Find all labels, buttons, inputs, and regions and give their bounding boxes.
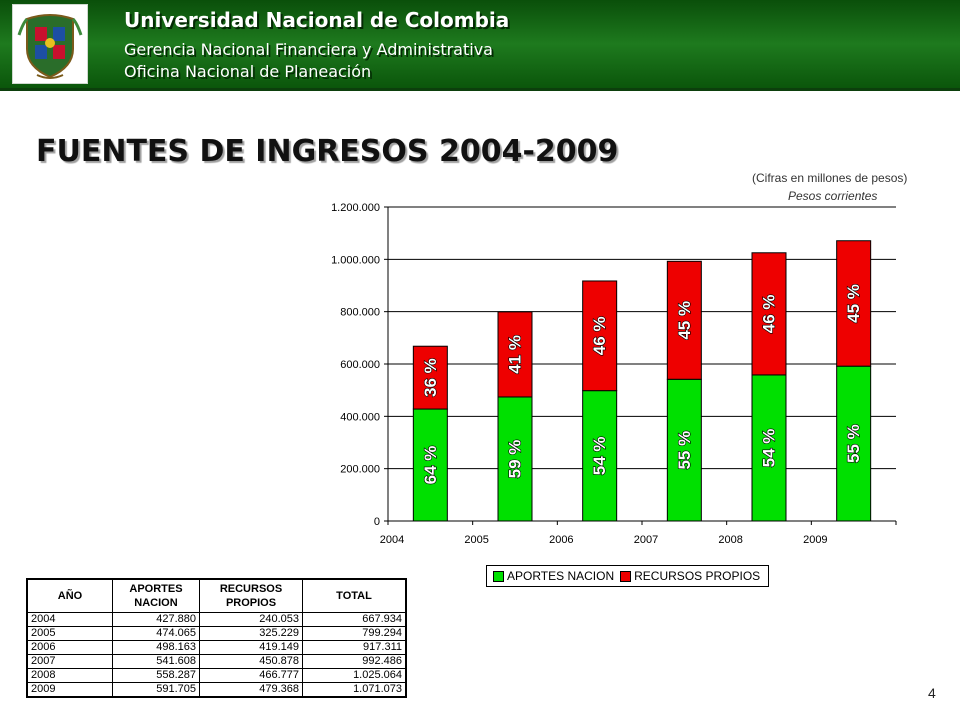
table-row: 2009 591.705 479.368 1.071.073	[26, 682, 407, 698]
data-label-recursos: 41 %	[506, 335, 525, 374]
x-tick-label: 2005	[464, 534, 488, 546]
data-label-recursos: 46 %	[590, 316, 609, 355]
chart-legend: APORTES NACION RECURSOS PROPIOS	[486, 565, 770, 587]
bar-recursos	[582, 280, 618, 392]
cell-year: 2005	[26, 626, 113, 641]
header-bar	[0, 0, 960, 88]
x-tick-label: 2004	[380, 534, 404, 546]
cell-aportes: 474.065	[112, 626, 200, 641]
data-label-aportes: 55 %	[675, 431, 694, 470]
col-header-recursos: RECURSOS PROPIOS	[199, 578, 303, 613]
header-title: Universidad Nacional de Colombia	[124, 8, 510, 32]
y-tick-label: 800.000	[340, 307, 380, 319]
legend-swatch-recursos	[620, 570, 632, 582]
data-label-recursos: 36 %	[421, 358, 440, 397]
y-tick-label: 200.000	[340, 464, 380, 476]
y-tick-label: 1.200.000	[331, 202, 380, 214]
x-tick-label: 2009	[803, 534, 827, 546]
cell-total: 1.071.073	[302, 682, 407, 698]
bar-aportes	[582, 390, 618, 522]
y-tick-label: 1.000.000	[331, 254, 380, 266]
cell-total: 799.294	[302, 626, 407, 641]
income-data-table: AÑO APORTES NACION RECURSOS PROPIOS TOTA…	[26, 578, 407, 698]
bar-recursos	[497, 311, 533, 398]
page-number: 4	[928, 685, 936, 701]
legend-swatch-aportes	[493, 570, 504, 582]
table-row: 2006 498.163 419.149 917.311	[26, 640, 407, 655]
bar-aportes	[412, 408, 448, 522]
prices-note: Pesos corrientes	[788, 189, 878, 203]
col-header-aportes: APORTES NACION	[112, 578, 200, 613]
data-label-recursos: 45 %	[844, 284, 863, 323]
data-label-aportes: 54 %	[760, 429, 779, 468]
legend-label-recursos: RECURSOS PROPIOS	[634, 569, 761, 583]
cell-recursos: 466.777	[199, 668, 303, 683]
cell-year: 2008	[26, 668, 113, 683]
cell-aportes: 558.287	[112, 668, 200, 683]
bar-aportes	[836, 365, 872, 522]
cell-aportes: 427.880	[112, 612, 200, 627]
cell-year: 2007	[26, 654, 113, 669]
data-label-aportes: 64 %	[421, 446, 440, 485]
legend-item-recursos: RECURSOS PROPIOS	[618, 569, 760, 583]
cell-year: 2009	[26, 682, 113, 698]
col-header-total: TOTAL	[302, 578, 407, 613]
bar-aportes	[666, 378, 702, 522]
table-row: 2007 541.608 450.878 992.486	[26, 654, 407, 669]
data-label-recursos: 45 %	[675, 301, 694, 340]
header-divider	[0, 88, 960, 91]
table-row: 2008 558.287 466.777 1.025.064	[26, 668, 407, 683]
bar-aportes	[751, 374, 787, 522]
cell-recursos: 450.878	[199, 654, 303, 669]
legend-item-aportes: APORTES NACION	[491, 569, 614, 583]
university-shield-icon	[12, 4, 88, 84]
data-label-aportes: 59 %	[506, 440, 525, 479]
bar-recursos	[412, 345, 448, 410]
table-row: 2004 427.880 240.053 667.934	[26, 612, 407, 627]
cell-recursos: 419.149	[199, 640, 303, 655]
data-label-aportes: 54 %	[590, 436, 609, 475]
col-header-year: AÑO	[26, 578, 113, 613]
cell-aportes: 541.608	[112, 654, 200, 669]
cell-year: 2004	[26, 612, 113, 627]
table-row: 2005 474.065 325.229 799.294	[26, 626, 407, 641]
cell-recursos: 240.053	[199, 612, 303, 627]
units-note: (Cifras en millones de pesos)	[752, 171, 908, 185]
y-tick-label: 0	[374, 516, 380, 528]
cell-aportes: 498.163	[112, 640, 200, 655]
header-subtitle-planning: Oficina Nacional de Planeación	[124, 62, 372, 81]
y-tick-label: 600.000	[340, 359, 380, 371]
page-title: FUENTES DE INGRESOS 2004-2009	[36, 134, 619, 169]
x-tick-label: 2006	[549, 534, 573, 546]
data-label-aportes: 55 %	[844, 424, 863, 463]
cell-total: 1.025.064	[302, 668, 407, 683]
bar-aportes	[497, 396, 533, 522]
cell-recursos: 479.368	[199, 682, 303, 698]
bar-recursos	[836, 240, 872, 367]
cell-recursos: 325.229	[199, 626, 303, 641]
bar-recursos	[751, 252, 787, 376]
cell-aportes: 591.705	[112, 682, 200, 698]
table-header-row: AÑO APORTES NACION RECURSOS PROPIOS TOTA…	[26, 578, 407, 613]
cell-year: 2006	[26, 640, 113, 655]
y-tick-label: 400.000	[340, 411, 380, 423]
legend-label-aportes: APORTES NACION	[507, 569, 615, 583]
cell-total: 667.934	[302, 612, 407, 627]
income-stacked-bar-chart: 0 200.000 400.000 600.000 800.000 1.000.000 1.…	[331, 202, 897, 546]
x-tick-label: 2007	[634, 534, 658, 546]
bar-recursos	[666, 260, 702, 380]
cell-total: 992.486	[302, 654, 407, 669]
data-label-recursos: 46 %	[760, 294, 779, 333]
header-subtitle-finance: Gerencia Nacional Financiera y Administr…	[124, 40, 493, 59]
cell-total: 917.311	[302, 640, 407, 655]
x-tick-label: 2008	[718, 534, 742, 546]
